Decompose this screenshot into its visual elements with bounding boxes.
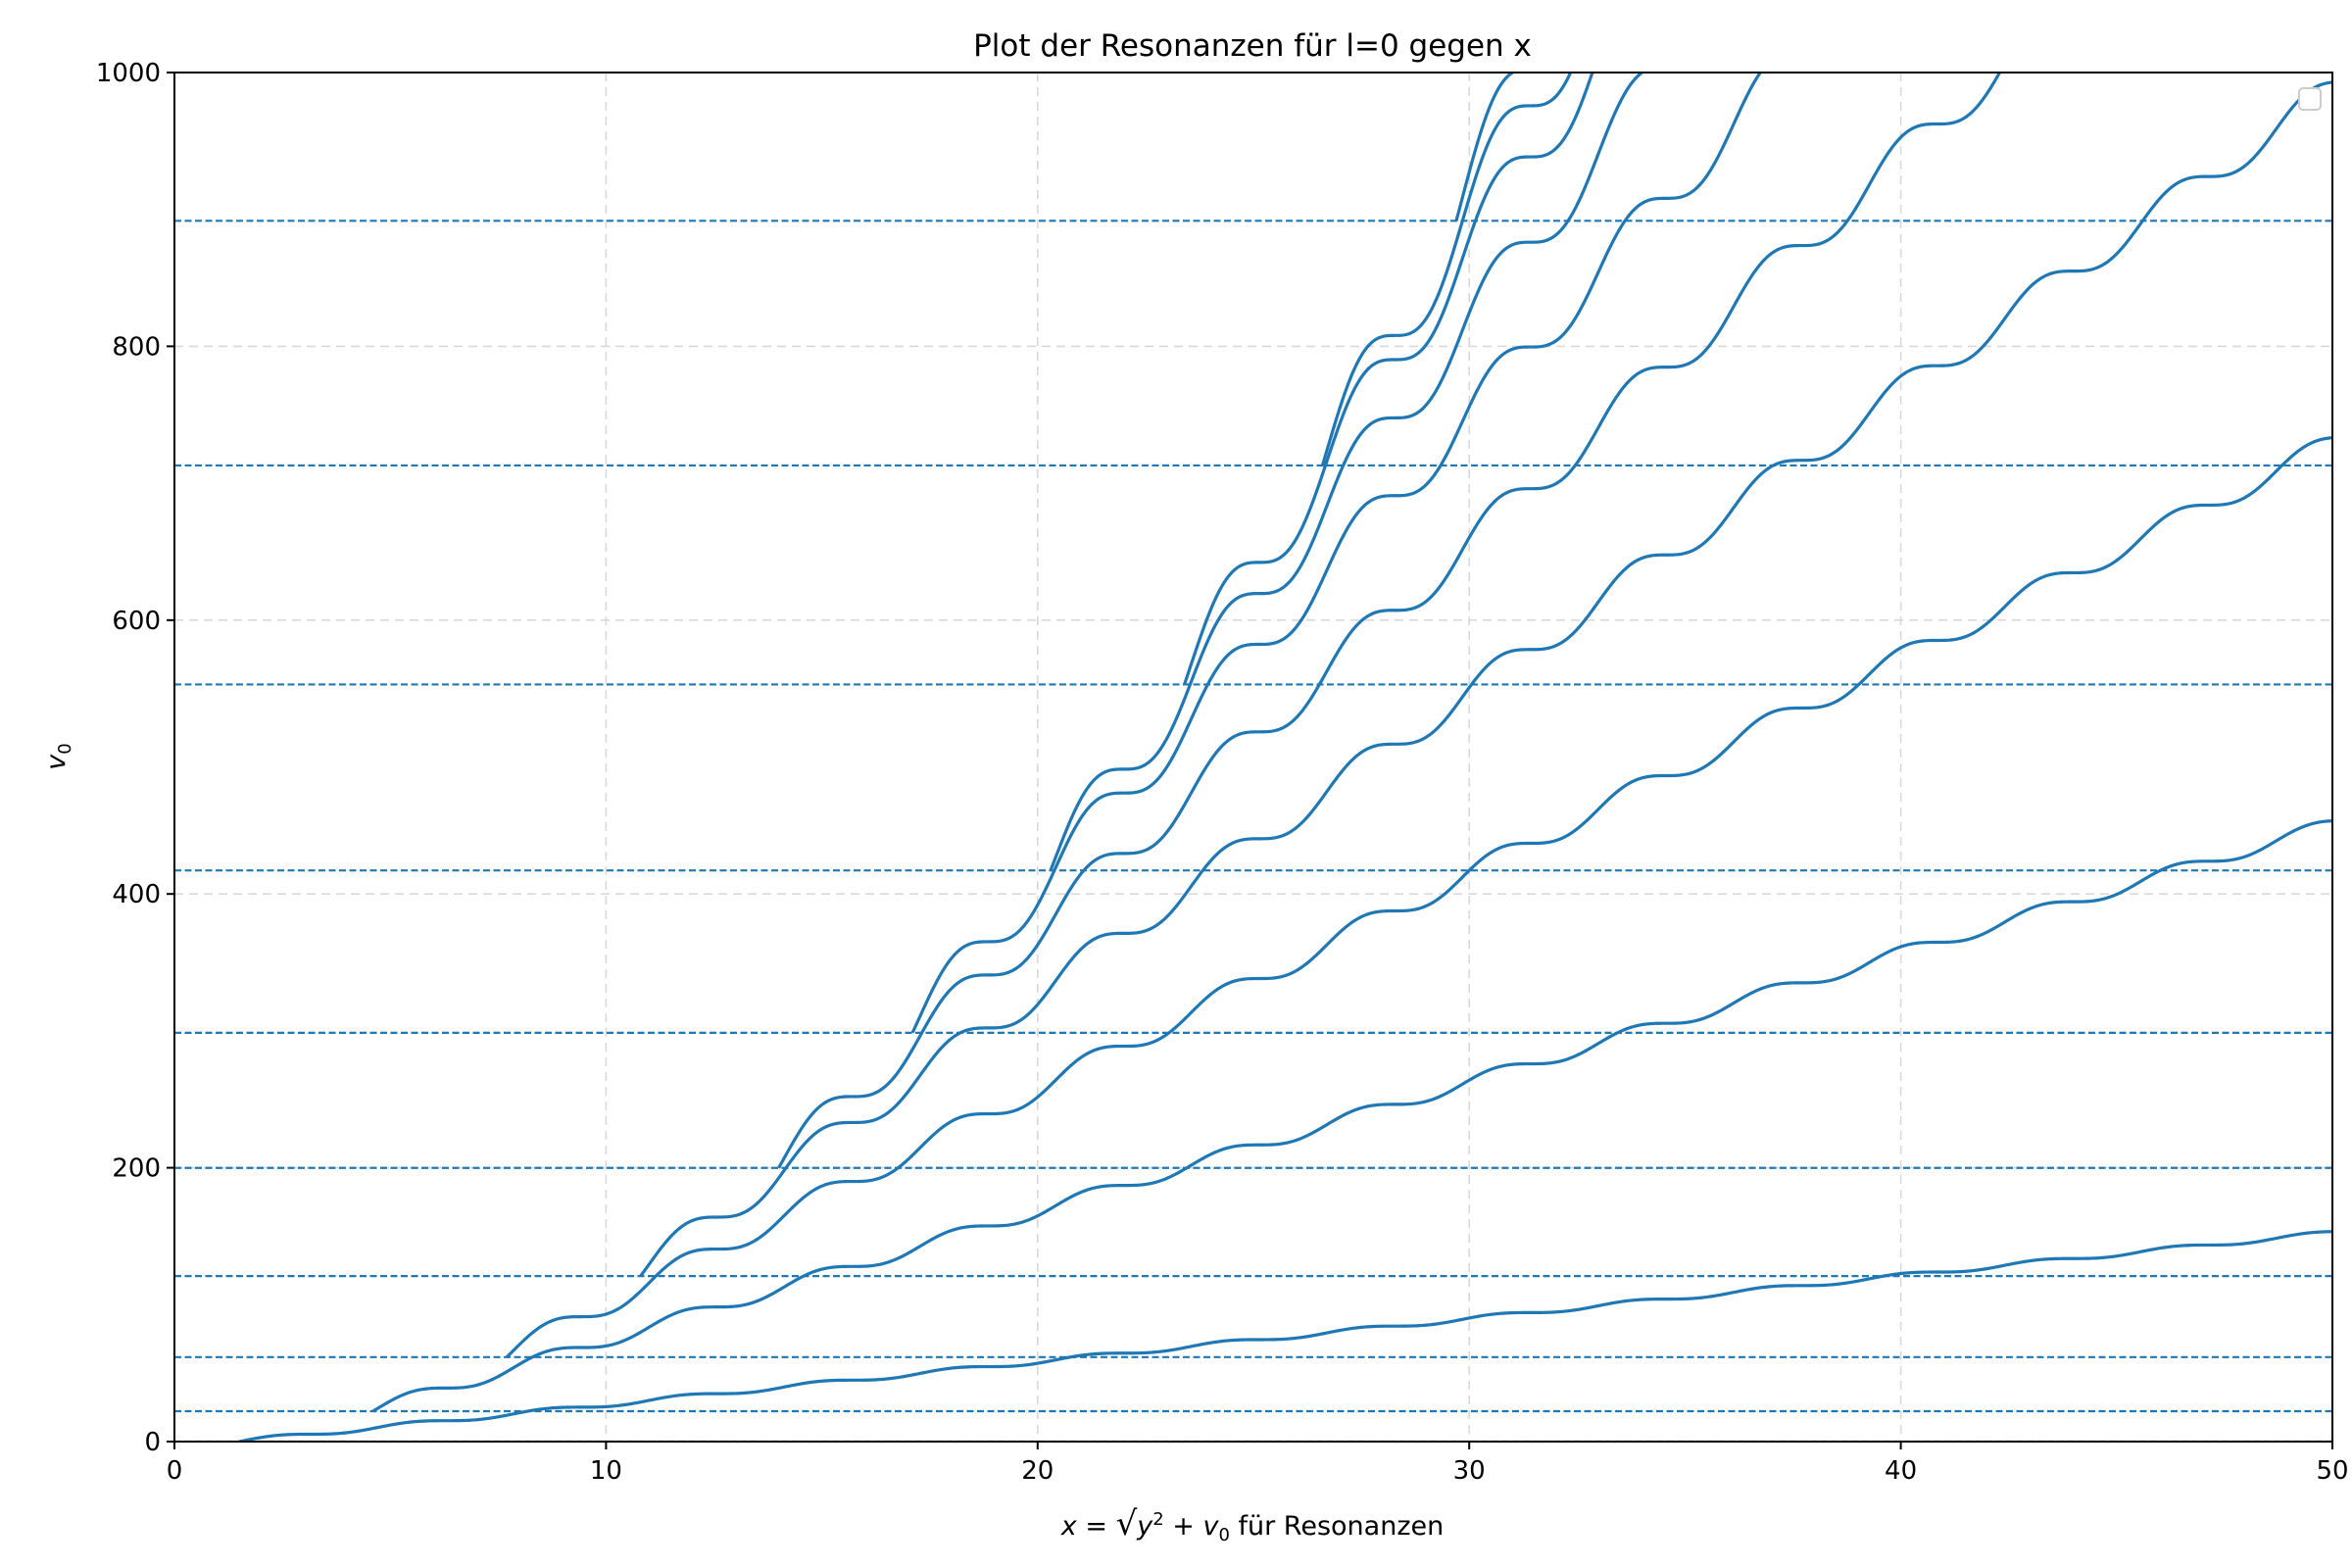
y-tick-label: 800	[112, 332, 161, 362]
x-axis-ticks: 0 10 20 30 40 50	[167, 1442, 2349, 1486]
x-tick-label: 30	[1453, 1456, 1486, 1486]
resonance-curve-2	[371, 819, 2332, 1413]
series-lines	[238, 73, 2332, 1442]
plot-frame	[173, 72, 2333, 1443]
y-tick-label: 600	[112, 607, 161, 636]
y-tick-label: 200	[112, 1154, 161, 1184]
y-axis-label: v0	[41, 743, 75, 769]
y-tick-label: 400	[112, 880, 161, 909]
resonance-curve-1	[238, 1230, 2332, 1442]
x-tick-label: 50	[2316, 1456, 2348, 1486]
x-axis-label: x = √y2 + v0 für Resonanzen	[1060, 1504, 1444, 1545]
y-tick-label: 1000	[96, 59, 161, 88]
resonance-curve-4	[639, 80, 2332, 1278]
legend-box	[2298, 87, 2322, 111]
svg-text:v0: v0	[41, 743, 75, 769]
x-axis-label-text: für Resonanzen	[1239, 1511, 1445, 1542]
grid	[174, 73, 2332, 1442]
svg-text:x = √y2 + v0 für Resonanzen: x = √y2 + v0 für Resonanzen	[1060, 1504, 1444, 1545]
resonance-curve-3	[505, 436, 2332, 1358]
resonance-curve-5	[777, 73, 2002, 1169]
y-axis-ticks: 0 200 400 600 800 1000	[96, 59, 174, 1457]
x-tick-label: 40	[1885, 1456, 1917, 1486]
resonance-curve-6	[910, 73, 1763, 1034]
resonance-curve-8	[1183, 73, 1594, 685]
resonance-curve-9	[1320, 73, 1573, 466]
resonance-curve-7	[1049, 73, 1645, 871]
y-tick-label: 0	[144, 1428, 161, 1457]
x-tick-label: 20	[1021, 1456, 1054, 1486]
chart-title: Plot der Resonanzen für l=0 gegen x	[973, 28, 1532, 64]
x-tick-label: 0	[167, 1456, 183, 1486]
x-tick-label: 10	[590, 1456, 622, 1486]
